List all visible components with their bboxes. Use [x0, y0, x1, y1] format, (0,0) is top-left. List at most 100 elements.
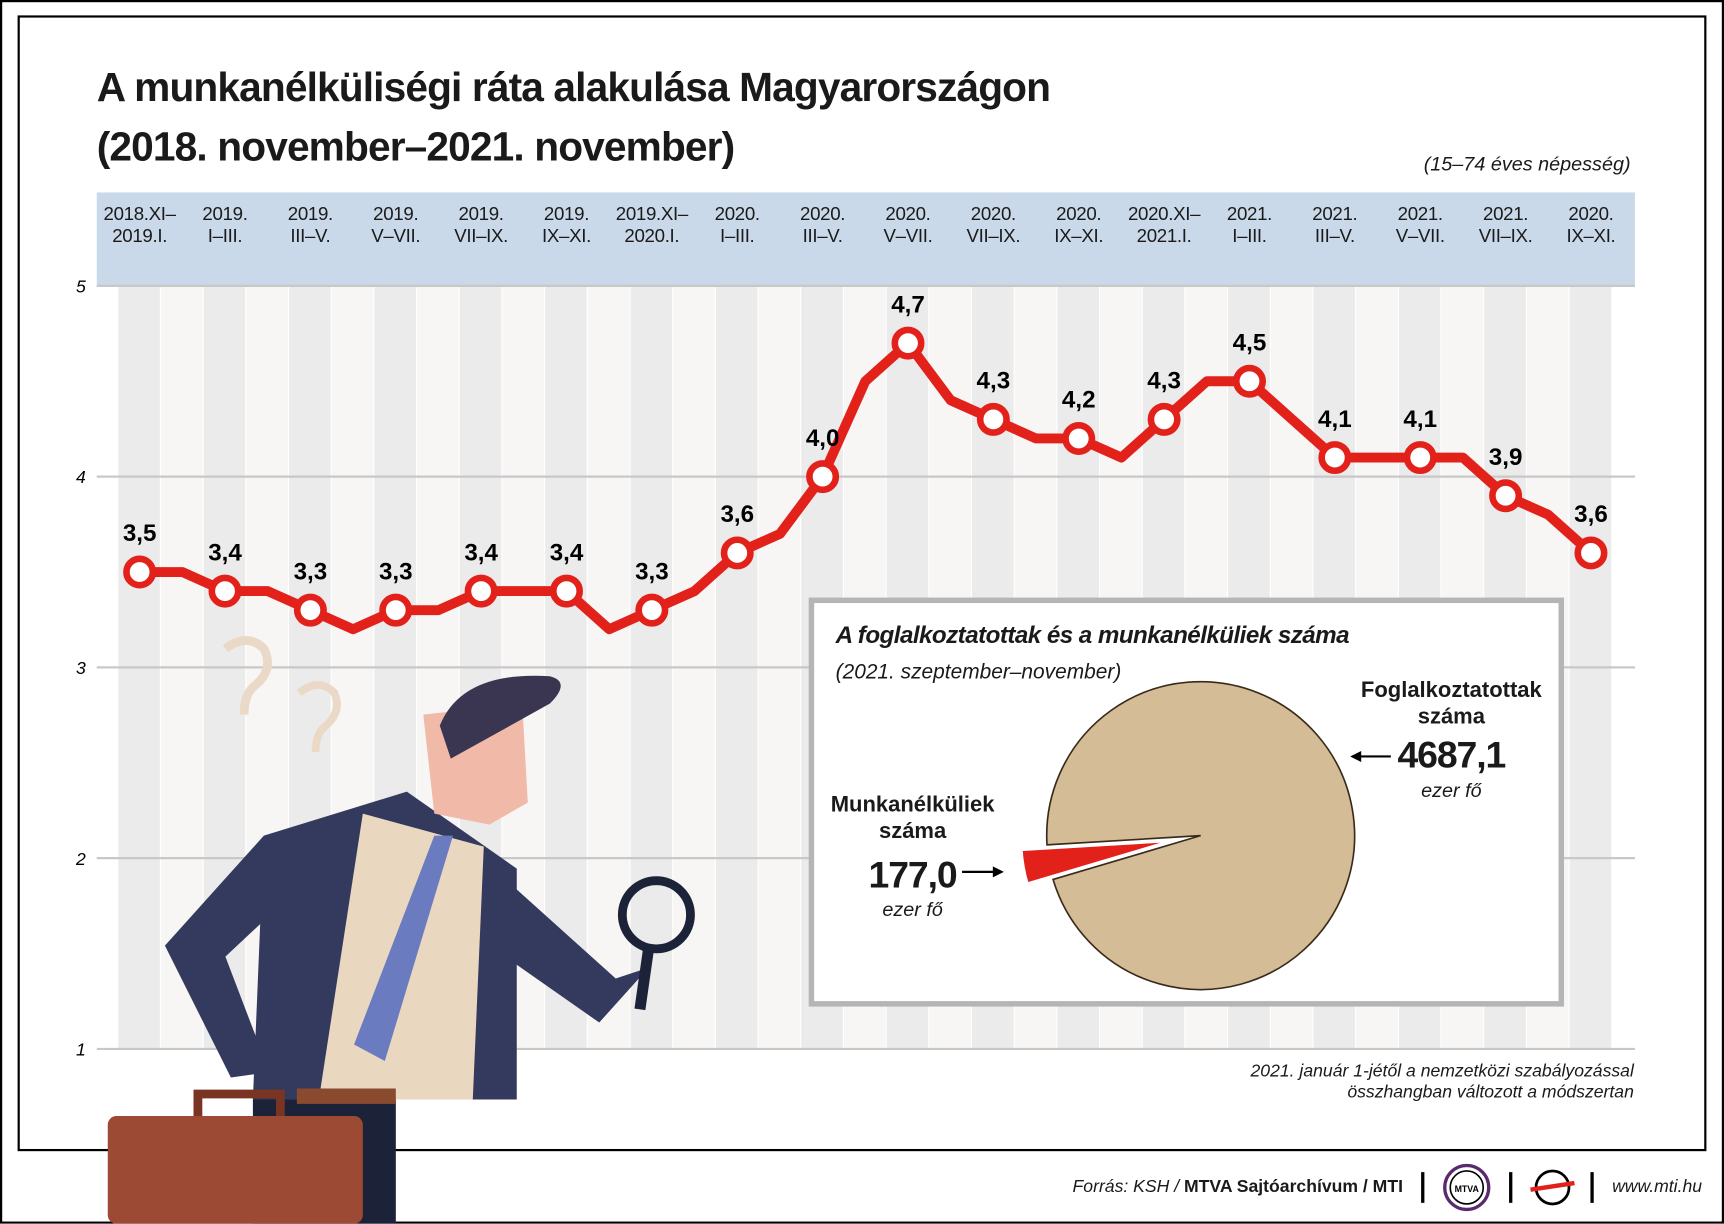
- pie-subtitle: (2021. szeptember–november): [835, 660, 1122, 684]
- x-tick-label: 2020. III–V.: [800, 203, 846, 247]
- x-tick-label: 2020. IX–XI.: [1566, 203, 1616, 247]
- belt: [296, 1088, 396, 1104]
- marker: [464, 574, 498, 608]
- unit-label: ezer fő: [1421, 779, 1482, 802]
- subtitle: (2018. november–2021. november): [96, 124, 735, 170]
- marker: [293, 593, 327, 627]
- arm: [489, 879, 649, 1023]
- x-tick-label: 2020. V–VII.: [883, 203, 933, 247]
- marker: [1489, 479, 1523, 513]
- value-label: 3,4: [464, 539, 498, 566]
- pie-label: Foglalkoztatottak száma: [1360, 678, 1542, 729]
- series: 3,5 3,4 3,3 3,3 3,4 3,4 3,3 3,6 4,0 4,7 4,3 4,2 4,3 4…: [123, 291, 1608, 635]
- pie: [1019, 680, 1356, 991]
- question-mark: [296, 681, 341, 753]
- marker: [720, 536, 754, 570]
- x-tick-label: 2019. V–VII.: [371, 203, 421, 247]
- y-tick-label: 2: [75, 849, 86, 869]
- value-label: 4,1: [1318, 406, 1352, 433]
- value-label: 3,5: [123, 520, 157, 547]
- header-band: [96, 192, 1635, 287]
- logo-text: MTVA: [1455, 1184, 1480, 1194]
- y-tick-label: 3: [76, 658, 86, 678]
- logo-ring: [1443, 1163, 1491, 1212]
- arrow-head: [992, 866, 1004, 878]
- value-label: 3,4: [208, 539, 242, 566]
- value-label: 4,0: [806, 425, 840, 452]
- marker: [208, 574, 242, 608]
- x-tick-label: 2020. IX–XI.: [1054, 203, 1104, 247]
- value-label: 3,4: [550, 539, 584, 566]
- marker: [1232, 364, 1266, 398]
- marker: [1062, 421, 1096, 455]
- value-label: 4,7: [891, 291, 925, 318]
- magnifier: [617, 876, 695, 954]
- marker: [1403, 441, 1437, 475]
- value-label: 4,2: [1062, 387, 1096, 414]
- illustration: [107, 636, 695, 1224]
- value-label: 3,3: [379, 558, 413, 585]
- marker: [635, 593, 669, 627]
- marker: [1147, 402, 1181, 436]
- footnote: 2021. január 1-jétől a nemzetközi szabál…: [1250, 1062, 1634, 1102]
- value-label: 4,3: [1147, 368, 1181, 395]
- source: Forrás: KSH / MTVA Sajtóarchívum / MTI: [1073, 1176, 1403, 1197]
- logo-ring: [1449, 1170, 1485, 1205]
- value-label: 4,3: [977, 368, 1011, 395]
- x-tick-label: 2019. I–III.: [202, 203, 248, 247]
- x-tick-label: 2019. III–V.: [287, 203, 333, 247]
- marker: [379, 593, 413, 627]
- x-tick-label: 2019. IX–XI.: [542, 203, 591, 247]
- unit-label: ezer fő: [882, 898, 943, 921]
- value-label: 3,6: [1574, 501, 1608, 528]
- y-tick-label: 5: [76, 276, 86, 296]
- x-tick-label: 2021. III–V.: [1312, 203, 1358, 247]
- x-tick-label: 2020.XI– 2021.I.: [1127, 203, 1201, 247]
- pie-slice: [1045, 680, 1356, 991]
- marker: [550, 574, 583, 608]
- x-tick-label: 2020. I–III.: [714, 203, 760, 247]
- note: (15–74 éves népesség): [1423, 152, 1631, 175]
- inner-frame: [17, 15, 1707, 1152]
- pie-label: Munkanélküliek száma: [830, 792, 995, 844]
- value-label: 3,9: [1489, 444, 1523, 471]
- y-tick-label: 1: [76, 1040, 86, 1060]
- x-tick-label: 2018.XI– 2019.I.: [103, 203, 177, 247]
- pie-value-label: 4687,1: [1397, 734, 1506, 777]
- value-label: 3,6: [720, 501, 754, 528]
- pie-value-label: 177,0: [868, 854, 958, 897]
- title: A munkanélküliségi ráta alakulása Magyar…: [96, 64, 1051, 110]
- arm: [164, 835, 308, 1078]
- arrow-head: [1350, 750, 1362, 762]
- marker: [891, 326, 925, 360]
- value-label: 4,1: [1403, 406, 1437, 433]
- magnifier-handle: [634, 946, 655, 1011]
- source-text: Forrás: KSH /: [1072, 1177, 1185, 1197]
- value-label: 3,3: [635, 558, 669, 585]
- marker: [1318, 441, 1352, 475]
- marker: [123, 555, 157, 589]
- marker: [1574, 536, 1608, 570]
- x-tick-label: 2021. VII–IX.: [1478, 203, 1533, 247]
- x-tick-label: 2020. VII–IX.: [966, 203, 1021, 247]
- mti-logo: [1530, 1180, 1575, 1192]
- hair: [439, 675, 561, 759]
- question-mark: [222, 636, 272, 715]
- pie-slice: [1019, 838, 1176, 887]
- y-tick-label: 4: [76, 467, 86, 487]
- x-tick-label: 2021. I–III.: [1226, 203, 1273, 247]
- value-label: 3,3: [294, 558, 328, 585]
- pie-title: A foglalkoztatottak és a munkanélküliek …: [835, 621, 1350, 649]
- briefcase: [107, 1115, 363, 1224]
- value-label: 4,5: [1233, 329, 1267, 356]
- tie: [354, 835, 453, 1062]
- marker: [806, 460, 840, 494]
- briefcase-handle: [193, 1089, 285, 1116]
- source-bold: MTVA Sajtóarchívum / MTI: [1184, 1177, 1403, 1197]
- website: www.mti.hu: [1612, 1177, 1703, 1197]
- x-tick-label: 2021. V–VII.: [1395, 203, 1445, 247]
- marker: [976, 402, 1010, 436]
- x-tick-label: 2019.XI– 2020.I.: [615, 203, 689, 247]
